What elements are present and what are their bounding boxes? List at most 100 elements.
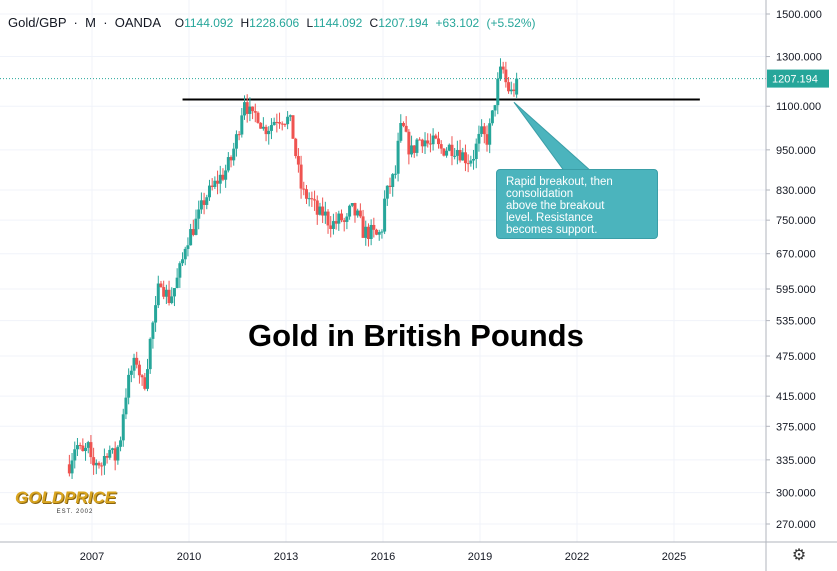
candle-body	[326, 211, 330, 226]
candle	[372, 217, 376, 238]
open-value: 1144.092	[184, 16, 234, 30]
candle-body	[450, 144, 454, 157]
candle-body	[205, 197, 209, 205]
candle-body	[488, 123, 492, 145]
candle-body	[431, 135, 435, 145]
candle	[237, 131, 241, 141]
candle	[447, 143, 451, 152]
candle-body	[108, 449, 112, 458]
candle-body	[75, 445, 79, 450]
candle-body	[170, 296, 174, 304]
candle-body	[194, 218, 198, 235]
candle-body	[377, 232, 381, 235]
annotation-line: consolidation	[506, 188, 574, 200]
candle	[474, 138, 478, 169]
candle-body	[342, 220, 346, 222]
candle-body	[129, 370, 133, 375]
candle-body	[181, 259, 185, 264]
candle-body	[463, 152, 467, 164]
candle	[396, 132, 400, 182]
candle	[380, 229, 384, 239]
candle	[269, 118, 273, 140]
high-value: 1228.606	[249, 16, 300, 30]
candle	[264, 124, 268, 142]
candle-body	[296, 156, 300, 165]
chart-header: Gold/GBP · M · OANDA O1144.092 H1228.606…	[8, 15, 536, 30]
candle	[323, 201, 327, 224]
candle-body	[199, 200, 203, 210]
y-tick-label: 270.000	[776, 519, 816, 531]
candle-body	[207, 185, 211, 198]
candle	[207, 179, 211, 201]
candle-body	[248, 106, 252, 114]
symbol-name[interactable]: Gold/GBP	[8, 15, 67, 30]
candle	[175, 268, 179, 289]
candle-body	[89, 442, 93, 458]
candle-body	[272, 121, 276, 126]
candle	[315, 195, 319, 225]
y-tick-label: 415.000	[776, 391, 816, 403]
candle-body	[504, 69, 508, 83]
candle	[358, 203, 362, 219]
interval[interactable]: M	[85, 15, 96, 30]
candle	[67, 454, 71, 477]
goldprice-logo: GOLDPRICE EST. 2002	[15, 489, 151, 519]
candle	[116, 445, 120, 465]
candle-body	[100, 465, 104, 467]
candle-body	[302, 188, 306, 190]
candle	[167, 280, 171, 306]
candle-body	[186, 245, 190, 249]
candles	[67, 58, 519, 479]
candle-body	[245, 102, 249, 114]
candle	[140, 374, 144, 386]
candle-body	[78, 445, 82, 447]
candle	[221, 168, 225, 182]
candle-body	[253, 111, 257, 113]
candle-body	[323, 211, 327, 216]
candle-body	[426, 140, 430, 144]
candle-body	[172, 288, 176, 297]
annotation-line: becomes support.	[506, 224, 598, 236]
candle-body	[140, 375, 144, 378]
candle-body	[485, 134, 489, 145]
annotation-callout[interactable]: Rapid breakout, then consolidation above…	[496, 169, 658, 239]
candle-body	[67, 464, 71, 474]
candle-body	[197, 209, 201, 219]
candle-body	[318, 206, 322, 215]
candle-body	[110, 448, 114, 450]
candle-body	[267, 130, 271, 135]
candle	[461, 147, 465, 161]
candle-body	[226, 157, 230, 171]
candle	[294, 137, 298, 159]
gear-icon[interactable]: ⚙	[791, 547, 807, 564]
candle	[78, 442, 82, 450]
candle-body	[243, 102, 247, 116]
candle	[146, 358, 150, 392]
candle-body	[364, 226, 368, 238]
candle-body	[396, 140, 400, 174]
candle-body	[183, 248, 187, 260]
candle	[321, 197, 325, 224]
candle-body	[445, 150, 449, 156]
y-tick-label: 670.000	[776, 249, 816, 261]
candle-body	[453, 155, 457, 157]
candle	[366, 223, 370, 247]
candle-body	[162, 287, 166, 297]
candle	[259, 122, 263, 129]
y-tick-label: 300.000	[776, 488, 816, 500]
candle	[92, 447, 96, 475]
candle-body	[477, 133, 481, 144]
candle-body	[148, 338, 152, 370]
candle-body	[264, 126, 268, 135]
candle	[383, 190, 387, 235]
candle	[437, 131, 441, 149]
candle	[439, 140, 443, 154]
candle-body	[256, 112, 260, 123]
candle	[401, 121, 405, 128]
candle	[213, 176, 217, 190]
candle	[253, 103, 257, 123]
candle	[399, 114, 403, 143]
candle-body	[375, 229, 379, 235]
x-tick-label: 2022	[565, 551, 589, 563]
